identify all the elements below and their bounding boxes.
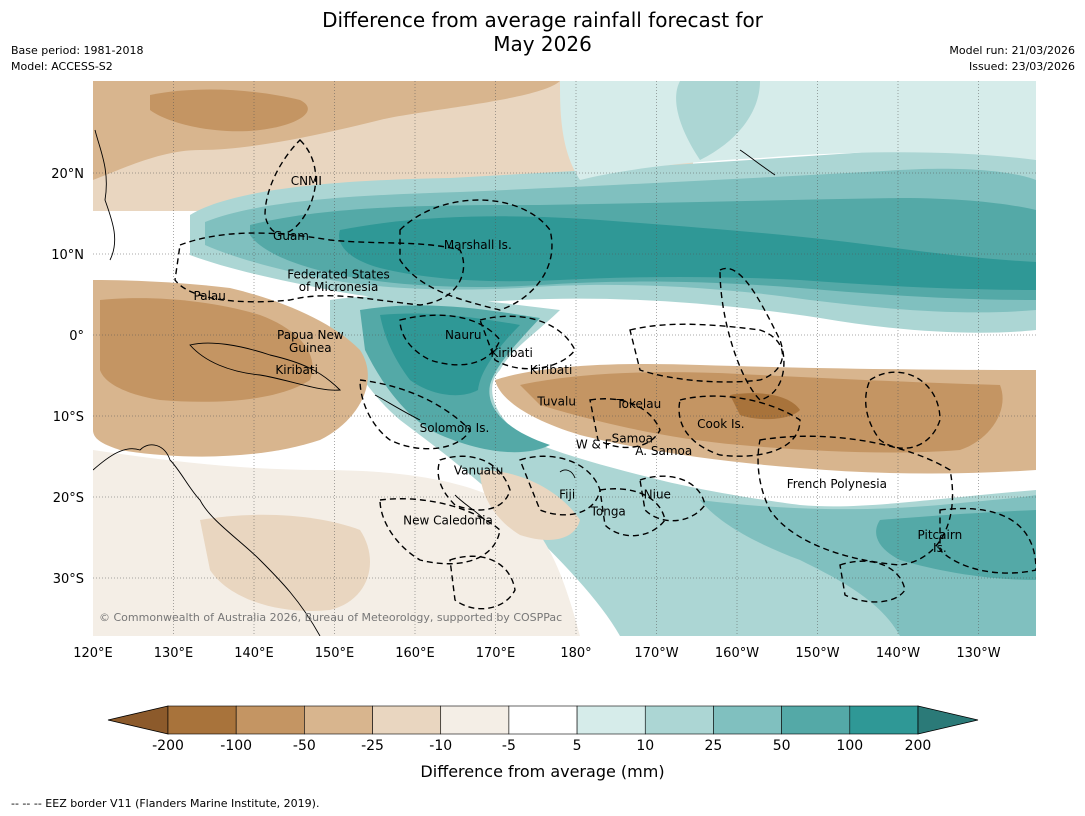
- colorbar: [107, 705, 979, 735]
- new-guinea-coast: [189, 342, 341, 391]
- colorbar-cell: [713, 705, 782, 735]
- eez-footnote: -- -- -- EEZ border V11 (Flanders Marine…: [11, 797, 320, 810]
- place-label: French Polynesia: [787, 477, 887, 491]
- colorbar-tick-label: 10: [636, 738, 655, 754]
- colorbar-cell: [781, 705, 851, 735]
- longitude-label: 120°E: [73, 646, 113, 661]
- place-label: Solomon Is.: [420, 421, 490, 435]
- longitude-label: 160°E: [395, 646, 435, 661]
- fiji-coast: [559, 469, 576, 479]
- place-label: Tonga: [590, 505, 626, 519]
- colorbar-cell: [304, 705, 373, 735]
- colorbar-tick-label: 5: [572, 738, 582, 754]
- colorbar-label: Difference from average (mm): [420, 762, 665, 781]
- colorbar-cells: [107, 705, 979, 735]
- longitude-label: 130°E: [154, 646, 194, 661]
- place-label: Kiribati: [275, 363, 317, 377]
- colorbar-tick-label: -5: [501, 738, 516, 754]
- place-label: Palau: [194, 289, 226, 303]
- colorbar-tick-label: 25: [704, 738, 723, 754]
- longitude-label: 170°E: [476, 646, 516, 661]
- place-label: Kiribati: [490, 346, 532, 360]
- latitude-label: 20°S: [53, 491, 84, 506]
- colorbar-cell: [372, 705, 442, 735]
- longitude-label: 180°: [560, 646, 591, 661]
- longitude-label: 150°W: [795, 646, 839, 661]
- place-label: Fiji: [559, 488, 575, 502]
- place-label: of Micronesia: [299, 280, 379, 294]
- place-label: Cook Is.: [697, 417, 744, 431]
- place-label: W & F: [576, 437, 612, 451]
- rainfall-anomaly-map: 20°N 10°N 0° 10°S 20°S 30°S 120°E 130°E 140°E 15…: [51, 81, 1036, 661]
- colorbar-tick-label: -10: [429, 738, 453, 754]
- eez-borders: [174, 139, 1036, 610]
- place-label: Papua New: [277, 328, 344, 342]
- map-title-line-1: Difference from average rainfall forecas…: [322, 8, 763, 32]
- longitude-labels: 120°E 130°E 140°E 150°E 160°E 170°E 180° 170°W 1…: [73, 646, 1000, 661]
- place-label: Kiribati: [530, 363, 572, 377]
- colorbar-cell: [440, 705, 510, 735]
- place-label: Guam: [273, 229, 309, 243]
- colorbar-cell: [644, 705, 714, 735]
- colorbar-tick-label: -200: [152, 738, 184, 754]
- colorbar-cell: [508, 705, 578, 735]
- colorbar-cell: [576, 705, 646, 735]
- latitude-label: 20°N: [51, 167, 84, 182]
- longitude-label: 170°W: [634, 646, 678, 661]
- philippines-coast: [94, 129, 116, 261]
- map-field: [93, 81, 1036, 636]
- copyright-notice: © Commonwealth of Australia 2026, Bureau…: [99, 611, 562, 624]
- place-label: CNMI: [291, 174, 322, 188]
- place-label: Vanuatu: [454, 463, 504, 477]
- australia-coast: [93, 444, 321, 636]
- longitude-label: 160°W: [715, 646, 759, 661]
- colorbar-tick-label: 200: [904, 738, 932, 754]
- colorbar-max-arrow: [917, 705, 979, 735]
- latitude-labels: 20°N 10°N 0° 10°S 20°S 30°S: [51, 167, 84, 587]
- latitude-label: 0°: [69, 329, 84, 344]
- place-label: New Caledonia: [403, 513, 493, 527]
- colorbar-tick-label: -50: [292, 738, 316, 754]
- model-run-date: Model run: 21/03/2026: [949, 44, 1075, 57]
- latitude-label: 10°N: [51, 248, 84, 263]
- coastlines: [93, 129, 776, 636]
- colorbar-min-arrow: [107, 705, 169, 735]
- colorbar-tick-label: 100: [836, 738, 864, 754]
- longitude-label: 140°E: [234, 646, 274, 661]
- place-label: Federated States: [287, 267, 389, 281]
- latitude-label: 30°S: [53, 572, 84, 587]
- latitude-label: 10°S: [53, 410, 84, 425]
- map-title-line-2: May 2026: [493, 32, 592, 56]
- colorbar-cell: [235, 705, 305, 735]
- colorbar-tick-label: -25: [361, 738, 384, 754]
- place-label: Guinea: [289, 341, 332, 355]
- base-period: Base period: 1981-2018: [11, 44, 144, 57]
- place-label: Samoa: [612, 432, 653, 446]
- solomon-coast: [374, 394, 421, 421]
- place-label: Tuvalu: [536, 394, 576, 408]
- place-label: Tokelau: [615, 397, 661, 411]
- model-name: Model: ACCESS-S2: [11, 60, 113, 73]
- place-label: A. Samoa: [635, 444, 692, 458]
- place-label: Niue: [644, 488, 671, 502]
- colorbar-cell: [849, 705, 919, 735]
- place-label: Marshall Is.: [444, 238, 512, 252]
- place-label: Pitcairn: [918, 528, 963, 542]
- longitude-label: 130°W: [956, 646, 1000, 661]
- place-label: Is.: [933, 541, 947, 555]
- colorbar-tick-label: 50: [772, 738, 791, 754]
- issued-date: Issued: 23/03/2026: [968, 60, 1075, 73]
- longitude-label: 150°E: [315, 646, 355, 661]
- colorbar-tick-label: -100: [220, 738, 253, 754]
- colorbar-cell: [167, 705, 237, 735]
- place-label: Nauru: [445, 328, 481, 342]
- longitude-label: 140°W: [876, 646, 920, 661]
- hawaii-coast: [739, 149, 776, 176]
